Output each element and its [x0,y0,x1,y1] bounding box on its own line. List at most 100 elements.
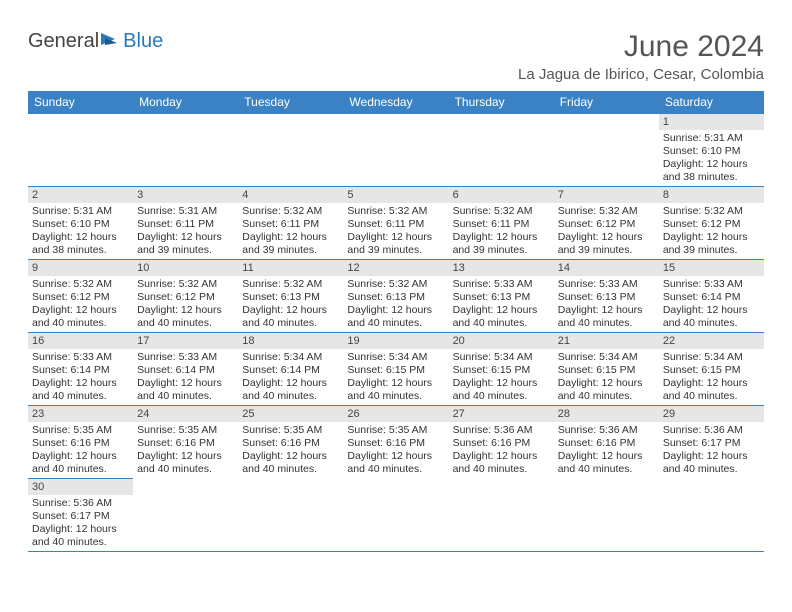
location-text: La Jagua de Ibirico, Cesar, Colombia [518,66,764,83]
calendar-day-cell: 4Sunrise: 5:32 AMSunset: 6:11 PMDaylight… [238,187,343,260]
calendar-day-cell: 20Sunrise: 5:34 AMSunset: 6:15 PMDayligh… [449,333,554,406]
day-number: 10 [133,260,238,276]
day-details: Sunrise: 5:33 AMSunset: 6:14 PMDaylight:… [659,276,764,332]
day-number: 29 [659,406,764,422]
calendar-empty-cell [343,479,448,552]
logo: General Blue [28,30,163,53]
day-number: 26 [343,406,448,422]
calendar-empty-cell [238,114,343,187]
calendar-day-cell: 29Sunrise: 5:36 AMSunset: 6:17 PMDayligh… [659,406,764,479]
calendar-week-row: 2Sunrise: 5:31 AMSunset: 6:10 PMDaylight… [28,187,764,260]
calendar-day-cell: 13Sunrise: 5:33 AMSunset: 6:13 PMDayligh… [449,260,554,333]
day-details: Sunrise: 5:32 AMSunset: 6:13 PMDaylight:… [238,276,343,332]
calendar-empty-cell [238,479,343,552]
calendar-day-cell: 27Sunrise: 5:36 AMSunset: 6:16 PMDayligh… [449,406,554,479]
calendar-day-cell: 5Sunrise: 5:32 AMSunset: 6:11 PMDaylight… [343,187,448,260]
flag-icon [101,30,123,53]
weekday-header-row: SundayMondayTuesdayWednesdayThursdayFrid… [28,91,764,114]
weekday-header: Friday [554,91,659,114]
calendar-day-cell: 9Sunrise: 5:32 AMSunset: 6:12 PMDaylight… [28,260,133,333]
calendar-day-cell: 18Sunrise: 5:34 AMSunset: 6:14 PMDayligh… [238,333,343,406]
day-number: 18 [238,333,343,349]
day-details: Sunrise: 5:31 AMSunset: 6:10 PMDaylight:… [28,203,133,259]
day-details: Sunrise: 5:32 AMSunset: 6:11 PMDaylight:… [343,203,448,259]
day-details: Sunrise: 5:31 AMSunset: 6:10 PMDaylight:… [659,130,764,186]
calendar-empty-cell [28,114,133,187]
day-number: 24 [133,406,238,422]
weekday-header: Wednesday [343,91,448,114]
calendar-week-row: 1Sunrise: 5:31 AMSunset: 6:10 PMDaylight… [28,114,764,187]
day-number: 8 [659,187,764,203]
weekday-header: Tuesday [238,91,343,114]
month-title: June 2024 [518,30,764,64]
calendar-empty-cell [343,114,448,187]
weekday-header: Thursday [449,91,554,114]
logo-text-blue: Blue [123,30,163,53]
calendar-day-cell: 12Sunrise: 5:32 AMSunset: 6:13 PMDayligh… [343,260,448,333]
calendar-empty-cell [554,479,659,552]
calendar-empty-cell [554,114,659,187]
calendar-day-cell: 25Sunrise: 5:35 AMSunset: 6:16 PMDayligh… [238,406,343,479]
day-number: 17 [133,333,238,349]
day-details: Sunrise: 5:36 AMSunset: 6:16 PMDaylight:… [554,422,659,478]
day-details: Sunrise: 5:34 AMSunset: 6:15 PMDaylight:… [554,349,659,405]
day-details: Sunrise: 5:32 AMSunset: 6:12 PMDaylight:… [28,276,133,332]
calendar-day-cell: 21Sunrise: 5:34 AMSunset: 6:15 PMDayligh… [554,333,659,406]
calendar-empty-cell [449,114,554,187]
day-number: 27 [449,406,554,422]
day-number: 11 [238,260,343,276]
calendar-empty-cell [133,114,238,187]
calendar-day-cell: 17Sunrise: 5:33 AMSunset: 6:14 PMDayligh… [133,333,238,406]
header: General Blue June 2024 La Jagua de Ibiri… [28,30,764,83]
day-number: 23 [28,406,133,422]
day-details: Sunrise: 5:32 AMSunset: 6:12 PMDaylight:… [133,276,238,332]
day-number: 21 [554,333,659,349]
day-details: Sunrise: 5:34 AMSunset: 6:15 PMDaylight:… [343,349,448,405]
calendar-day-cell: 2Sunrise: 5:31 AMSunset: 6:10 PMDaylight… [28,187,133,260]
day-number: 14 [554,260,659,276]
calendar-day-cell: 7Sunrise: 5:32 AMSunset: 6:12 PMDaylight… [554,187,659,260]
day-number: 5 [343,187,448,203]
calendar-day-cell: 19Sunrise: 5:34 AMSunset: 6:15 PMDayligh… [343,333,448,406]
day-details: Sunrise: 5:33 AMSunset: 6:14 PMDaylight:… [133,349,238,405]
day-details: Sunrise: 5:34 AMSunset: 6:14 PMDaylight:… [238,349,343,405]
day-number: 25 [238,406,343,422]
day-number: 28 [554,406,659,422]
weekday-header: Sunday [28,91,133,114]
calendar-day-cell: 26Sunrise: 5:35 AMSunset: 6:16 PMDayligh… [343,406,448,479]
day-details: Sunrise: 5:32 AMSunset: 6:11 PMDaylight:… [449,203,554,259]
day-number: 6 [449,187,554,203]
calendar-week-row: 23Sunrise: 5:35 AMSunset: 6:16 PMDayligh… [28,406,764,479]
day-details: Sunrise: 5:35 AMSunset: 6:16 PMDaylight:… [28,422,133,478]
day-details: Sunrise: 5:34 AMSunset: 6:15 PMDaylight:… [449,349,554,405]
day-number: 22 [659,333,764,349]
day-details: Sunrise: 5:36 AMSunset: 6:17 PMDaylight:… [659,422,764,478]
day-details: Sunrise: 5:36 AMSunset: 6:17 PMDaylight:… [28,495,133,551]
day-details: Sunrise: 5:32 AMSunset: 6:11 PMDaylight:… [238,203,343,259]
calendar-day-cell: 30Sunrise: 5:36 AMSunset: 6:17 PMDayligh… [28,479,133,552]
calendar-day-cell: 16Sunrise: 5:33 AMSunset: 6:14 PMDayligh… [28,333,133,406]
calendar-day-cell: 8Sunrise: 5:32 AMSunset: 6:12 PMDaylight… [659,187,764,260]
day-details: Sunrise: 5:32 AMSunset: 6:12 PMDaylight:… [554,203,659,259]
day-details: Sunrise: 5:33 AMSunset: 6:13 PMDaylight:… [554,276,659,332]
weekday-header: Saturday [659,91,764,114]
day-number: 20 [449,333,554,349]
calendar-day-cell: 14Sunrise: 5:33 AMSunset: 6:13 PMDayligh… [554,260,659,333]
day-details: Sunrise: 5:35 AMSunset: 6:16 PMDaylight:… [343,422,448,478]
logo-text-general: General [28,30,99,53]
day-number: 4 [238,187,343,203]
title-block: June 2024 La Jagua de Ibirico, Cesar, Co… [518,30,764,83]
day-details: Sunrise: 5:35 AMSunset: 6:16 PMDaylight:… [238,422,343,478]
day-number: 15 [659,260,764,276]
day-details: Sunrise: 5:33 AMSunset: 6:13 PMDaylight:… [449,276,554,332]
calendar-day-cell: 1Sunrise: 5:31 AMSunset: 6:10 PMDaylight… [659,114,764,187]
calendar-day-cell: 15Sunrise: 5:33 AMSunset: 6:14 PMDayligh… [659,260,764,333]
day-details: Sunrise: 5:31 AMSunset: 6:11 PMDaylight:… [133,203,238,259]
calendar-empty-cell [449,479,554,552]
calendar-day-cell: 24Sunrise: 5:35 AMSunset: 6:16 PMDayligh… [133,406,238,479]
day-details: Sunrise: 5:32 AMSunset: 6:12 PMDaylight:… [659,203,764,259]
calendar-table: SundayMondayTuesdayWednesdayThursdayFrid… [28,91,764,552]
calendar-page: General Blue June 2024 La Jagua de Ibiri… [0,0,792,552]
day-number: 3 [133,187,238,203]
calendar-week-row: 16Sunrise: 5:33 AMSunset: 6:14 PMDayligh… [28,333,764,406]
